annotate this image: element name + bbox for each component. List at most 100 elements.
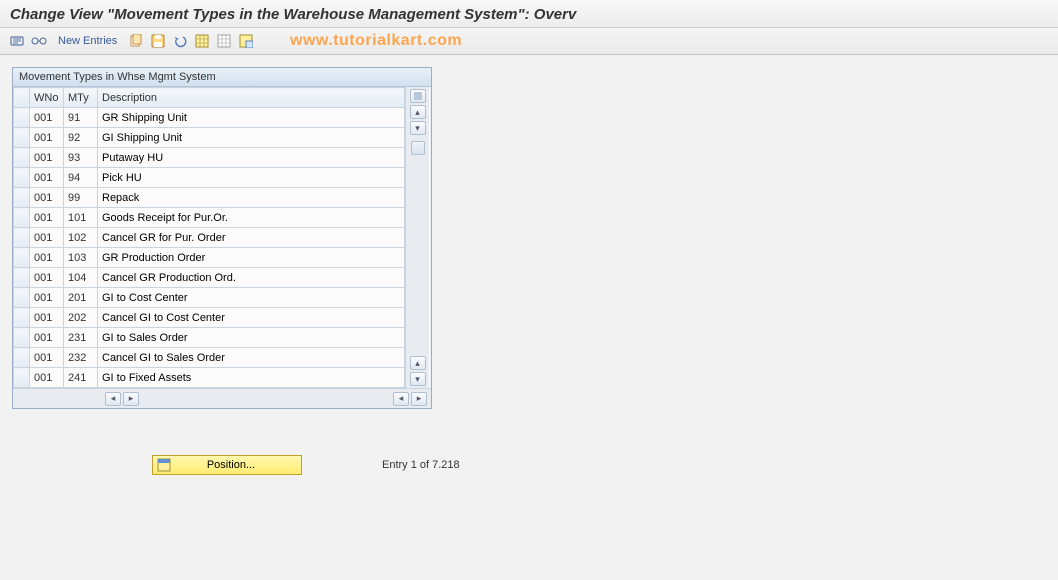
scroll-thumb[interactable] — [411, 141, 425, 155]
cell-mty[interactable]: 232 — [64, 348, 98, 368]
cell-mty[interactable]: 202 — [64, 308, 98, 328]
table-row[interactable]: 001231GI to Sales Order — [14, 328, 405, 348]
row-selector[interactable] — [14, 188, 30, 208]
row-selector[interactable] — [14, 308, 30, 328]
cell-wno[interactable]: 001 — [30, 308, 64, 328]
row-selector[interactable] — [14, 168, 30, 188]
table-row[interactable]: 001232Cancel GI to Sales Order — [14, 348, 405, 368]
toggle-icon[interactable] — [8, 32, 26, 50]
cell-desc[interactable]: Cancel GI to Sales Order — [98, 348, 405, 368]
scroll-right-icon[interactable]: ▸ — [123, 392, 139, 406]
row-selector[interactable] — [14, 228, 30, 248]
cell-wno[interactable]: 001 — [30, 228, 64, 248]
row-selector[interactable] — [14, 128, 30, 148]
cell-desc[interactable]: Goods Receipt for Pur.Or. — [98, 208, 405, 228]
cell-mty[interactable]: 91 — [64, 108, 98, 128]
cell-wno[interactable]: 001 — [30, 108, 64, 128]
col-header-desc[interactable]: Description — [98, 88, 405, 108]
row-selector[interactable] — [14, 208, 30, 228]
cell-mty[interactable]: 94 — [64, 168, 98, 188]
footer: Position... Entry 1 of 7.218 — [12, 455, 1046, 475]
deselect-all-icon[interactable] — [215, 32, 233, 50]
table-row[interactable]: 00191GR Shipping Unit — [14, 108, 405, 128]
table-row[interactable]: 001102Cancel GR for Pur. Order — [14, 228, 405, 248]
table-row[interactable]: 00199Repack — [14, 188, 405, 208]
cell-wno[interactable]: 001 — [30, 128, 64, 148]
table-row[interactable]: 001101Goods Receipt for Pur.Or. — [14, 208, 405, 228]
cell-wno[interactable]: 001 — [30, 348, 64, 368]
col-header-wno[interactable]: WNo — [30, 88, 64, 108]
cell-desc[interactable]: Putaway HU — [98, 148, 405, 168]
table-settings-icon[interactable] — [237, 32, 255, 50]
cell-mty[interactable]: 201 — [64, 288, 98, 308]
table-row[interactable]: 00193Putaway HU — [14, 148, 405, 168]
cell-desc[interactable]: GI to Fixed Assets — [98, 368, 405, 388]
row-selector[interactable] — [14, 268, 30, 288]
cell-desc[interactable]: Cancel GR for Pur. Order — [98, 228, 405, 248]
position-label: Position... — [181, 459, 281, 471]
select-all-icon[interactable] — [193, 32, 211, 50]
row-selector[interactable] — [14, 288, 30, 308]
title-bar: Change View "Movement Types in the Wareh… — [0, 0, 1058, 28]
scroll-down2-icon[interactable]: ▾ — [410, 372, 426, 386]
new-entries-button[interactable]: New Entries — [52, 35, 123, 47]
scroll-left-icon[interactable]: ◂ — [105, 392, 121, 406]
row-selector[interactable] — [14, 348, 30, 368]
cell-desc[interactable]: GI Shipping Unit — [98, 128, 405, 148]
cell-wno[interactable]: 001 — [30, 208, 64, 228]
cell-desc[interactable]: GR Production Order — [98, 248, 405, 268]
cell-wno[interactable]: 001 — [30, 148, 64, 168]
position-button[interactable]: Position... — [152, 455, 302, 475]
cell-mty[interactable]: 103 — [64, 248, 98, 268]
cell-desc[interactable]: Pick HU — [98, 168, 405, 188]
cell-mty[interactable]: 241 — [64, 368, 98, 388]
scroll-right2-icon[interactable]: ▸ — [411, 392, 427, 406]
scroll-left2-icon[interactable]: ◂ — [393, 392, 409, 406]
cell-wno[interactable]: 001 — [30, 328, 64, 348]
cell-mty[interactable]: 99 — [64, 188, 98, 208]
scroll-down-icon[interactable]: ▾ — [410, 121, 426, 135]
row-selector-header[interactable] — [14, 88, 30, 108]
row-selector[interactable] — [14, 148, 30, 168]
row-selector[interactable] — [14, 368, 30, 388]
cell-mty[interactable]: 102 — [64, 228, 98, 248]
scroll-up-icon[interactable]: ▴ — [410, 105, 426, 119]
table-row[interactable]: 00192GI Shipping Unit — [14, 128, 405, 148]
cell-desc[interactable]: Repack — [98, 188, 405, 208]
cell-wno[interactable]: 001 — [30, 188, 64, 208]
row-selector[interactable] — [14, 328, 30, 348]
content-area: Movement Types in Whse Mgmt System WNo M… — [0, 55, 1058, 487]
vertical-scrollbar[interactable]: ▴ ▾ ▴ ▾ — [405, 87, 429, 388]
row-selector[interactable] — [14, 248, 30, 268]
cell-desc[interactable]: GR Shipping Unit — [98, 108, 405, 128]
copy-icon[interactable] — [127, 32, 145, 50]
glasses-icon[interactable] — [30, 32, 48, 50]
row-selector[interactable] — [14, 108, 30, 128]
cell-desc[interactable]: Cancel GR Production Ord. — [98, 268, 405, 288]
cell-mty[interactable]: 93 — [64, 148, 98, 168]
scroll-first-icon[interactable] — [410, 89, 426, 103]
cell-desc[interactable]: Cancel GI to Cost Center — [98, 308, 405, 328]
cell-wno[interactable]: 001 — [30, 268, 64, 288]
table-row[interactable]: 001104Cancel GR Production Ord. — [14, 268, 405, 288]
table-row[interactable]: 001241GI to Fixed Assets — [14, 368, 405, 388]
cell-desc[interactable]: GI to Cost Center — [98, 288, 405, 308]
table-row[interactable]: 001201GI to Cost Center — [14, 288, 405, 308]
cell-mty[interactable]: 92 — [64, 128, 98, 148]
table-row[interactable]: 00194Pick HU — [14, 168, 405, 188]
col-header-mty[interactable]: MTy — [64, 88, 98, 108]
cell-wno[interactable]: 001 — [30, 288, 64, 308]
cell-wno[interactable]: 001 — [30, 248, 64, 268]
cell-wno[interactable]: 001 — [30, 368, 64, 388]
cell-desc[interactable]: GI to Sales Order — [98, 328, 405, 348]
cell-mty[interactable]: 231 — [64, 328, 98, 348]
horizontal-scrollbar[interactable]: ◂ ▸ ◂ ▸ — [13, 388, 431, 408]
table-row[interactable]: 001202Cancel GI to Cost Center — [14, 308, 405, 328]
scroll-up2-icon[interactable]: ▴ — [410, 356, 426, 370]
cell-wno[interactable]: 001 — [30, 168, 64, 188]
save-icon[interactable] — [149, 32, 167, 50]
cell-mty[interactable]: 101 — [64, 208, 98, 228]
cell-mty[interactable]: 104 — [64, 268, 98, 288]
undo-icon[interactable] — [171, 32, 189, 50]
table-row[interactable]: 001103GR Production Order — [14, 248, 405, 268]
